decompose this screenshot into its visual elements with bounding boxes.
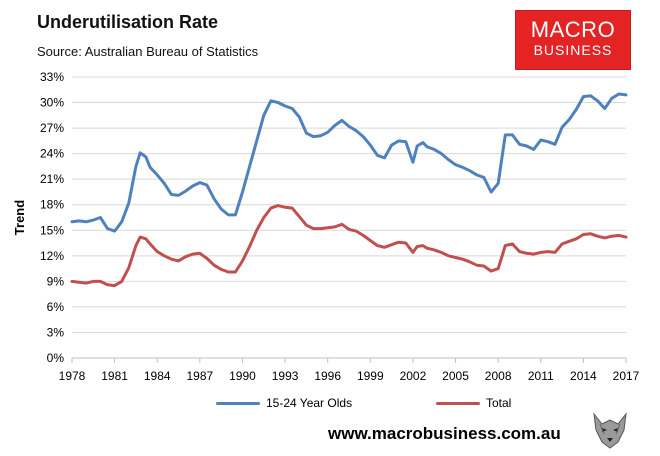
y-tick-label: 15% [40,223,64,237]
series-line-youth [70,92,628,233]
x-tick-label: 2011 [528,369,554,383]
x-tick-label: 1999 [357,369,384,383]
macrobusiness-logo: MACRO BUSINESS [515,10,631,70]
x-tick-label: 1987 [186,369,213,383]
x-tick-label: 1984 [144,369,171,383]
x-tick-label: 1993 [272,369,299,383]
x-tick-label: 2017 [613,369,640,383]
tick-labels: 0% 3% 6% 9% 12% 15% 18% 21% 24% 27% 30% 33% 1978 1981… [12,70,640,383]
legend-swatch-youth [216,401,260,405]
x-tick-label: 2005 [442,369,469,383]
y-tick-label: 3% [47,325,65,339]
x-tick-label: 2002 [400,369,427,383]
legend-swatch-total [436,401,480,405]
chart-title: Underutilisation Rate [37,12,219,32]
y-tick-label: 18% [40,198,64,212]
legend-label-total: Total [486,396,512,410]
x-tick-label: 2014 [570,369,597,383]
grid-lines [72,76,626,333]
y-tick-label: 30% [40,96,64,110]
y-tick-label: 12% [40,249,64,263]
y-tick-label: 33% [40,70,64,84]
legend-label-youth: 15-24 Year Olds [266,396,353,410]
x-tick-label: 1978 [59,369,86,383]
y-tick-label: 9% [47,274,65,288]
logo-line-1: MACRO [530,17,616,42]
legend: 15-24 Year Olds Total [0,396,660,418]
legend-item-youth: 15-24 Year Olds [216,396,352,410]
y-tick-label: 6% [47,300,65,314]
website-url: www.macrobusiness.com.au [328,424,561,443]
chart-source: Source: Australian Bureau of Statistics [37,44,259,59]
legend-item-total: Total [436,396,511,410]
x-tick-label: 2008 [485,369,512,383]
x-tick-label: 1981 [101,369,128,383]
axes [71,357,627,363]
y-tick-label: 0% [47,351,65,365]
x-tick-label: 1990 [229,369,256,383]
y-tick-label: 21% [40,172,64,186]
line-chart: 0% 3% 6% 9% 12% 15% 18% 21% 24% 27% 30% 33% 1978 1981… [12,70,640,383]
series-lines [70,92,628,288]
y-tick-label: 27% [40,121,64,135]
y-tick-label: 24% [40,147,64,161]
logo-line-2: BUSINESS [533,42,613,58]
wolf-mascot-icon [588,408,632,452]
y-axis-label: Trend [12,200,27,235]
x-tick-label: 1996 [314,369,341,383]
series-line-total [70,204,628,288]
